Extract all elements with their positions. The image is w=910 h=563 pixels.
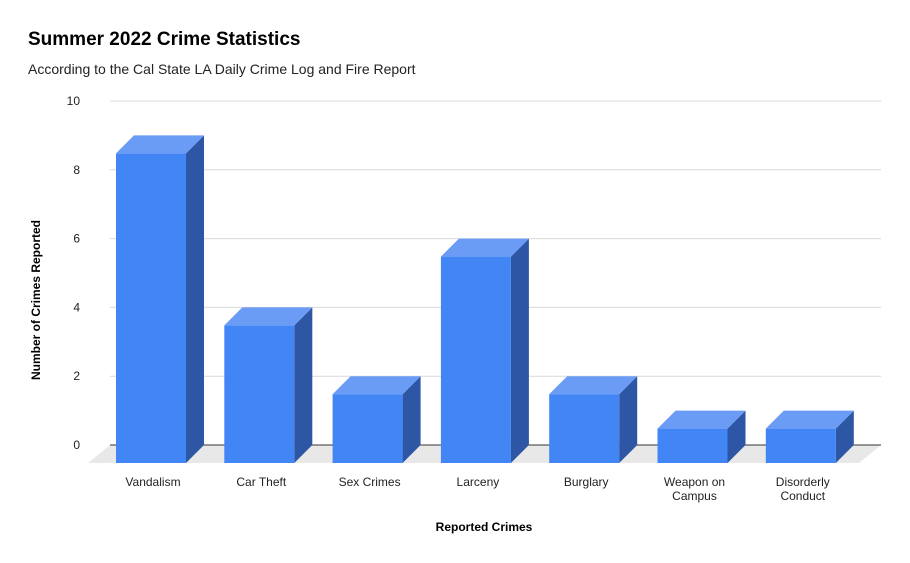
y-tick-label: 6: [73, 232, 80, 246]
bar: [549, 394, 620, 463]
bar-side: [186, 135, 204, 463]
bar-side: [835, 410, 854, 463]
bar-side: [510, 238, 529, 463]
bar: [116, 153, 186, 463]
bar-top: [224, 307, 313, 326]
chart-subtitle: According to the Cal State LA Daily Crim…: [28, 61, 416, 77]
x-tick-label: Burglary: [564, 475, 609, 489]
x-tick-label: Conduct: [780, 489, 825, 503]
x-tick-label: Sex Crimes: [339, 475, 401, 489]
y-tick-label: 0: [73, 438, 80, 452]
x-tick-label: Vandalism: [125, 475, 180, 489]
x-tick-label: Larceny: [457, 475, 500, 489]
bar-top: [116, 135, 204, 154]
bar-top: [440, 238, 529, 257]
y-tick-label: 4: [73, 300, 80, 314]
x-tick-label: Campus: [672, 489, 717, 503]
bar-top: [332, 376, 421, 395]
bar-side: [619, 376, 638, 463]
x-axis-label: Reported Crimes: [435, 520, 533, 534]
x-tick-label: Disorderly: [776, 475, 830, 489]
y-axis-label: Number of Crimes Reported: [29, 219, 43, 381]
bar: [765, 428, 836, 463]
x-tick-label: Car Theft: [236, 475, 286, 489]
bar: [224, 325, 295, 463]
bar-side: [727, 410, 746, 463]
x-tick-label: Weapon on: [664, 475, 725, 489]
bar-top: [765, 410, 854, 429]
bar: [440, 256, 511, 463]
bar: [657, 428, 728, 463]
y-tick-label: 10: [67, 94, 81, 108]
bar-side: [294, 307, 313, 463]
bar: [332, 394, 403, 463]
bar-top: [657, 410, 746, 429]
chart-title: Summer 2022 Crime Statistics: [28, 29, 301, 50]
bar-top: [549, 376, 638, 395]
bar-side: [402, 376, 421, 463]
y-tick-label: 2: [73, 369, 80, 383]
y-tick-label: 8: [73, 163, 80, 177]
